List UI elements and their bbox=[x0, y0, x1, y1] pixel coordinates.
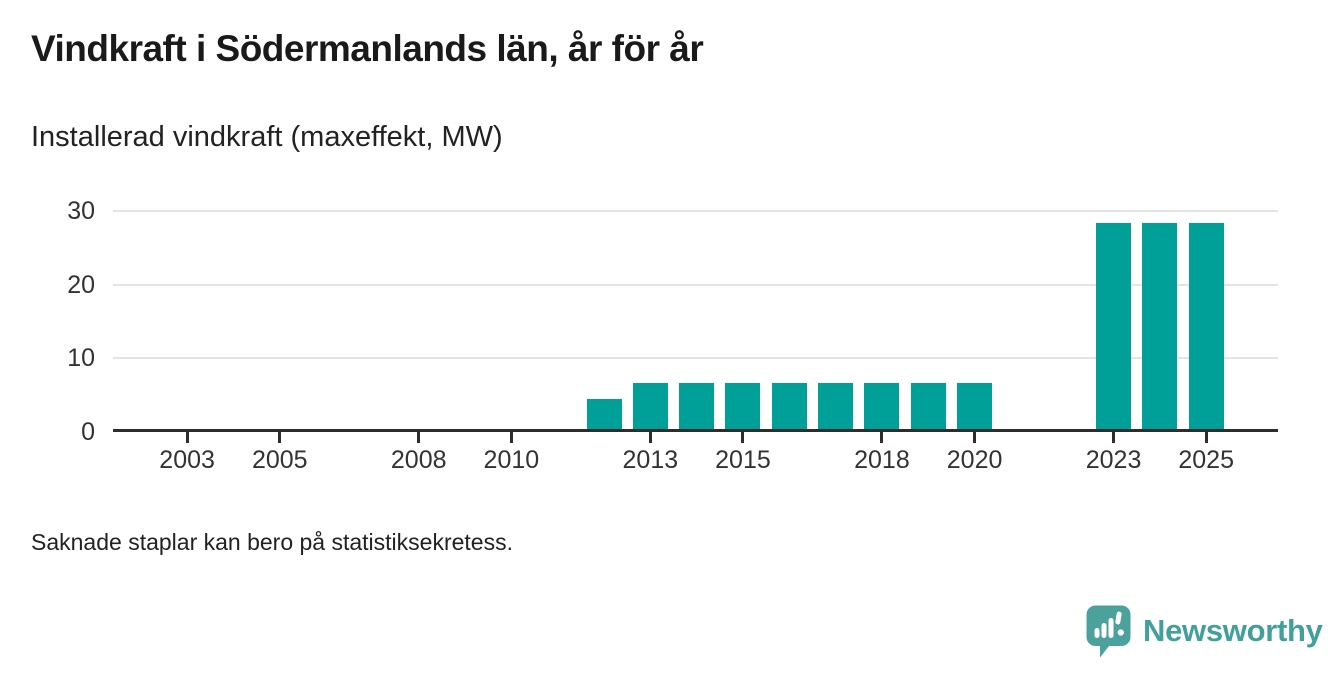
x-axis-label-2020: 2020 bbox=[946, 446, 1003, 474]
x-axis-label-2023: 2023 bbox=[1085, 446, 1142, 474]
bar-2016 bbox=[771, 383, 807, 432]
brand-wordmark: Newsworthy bbox=[1143, 613, 1323, 648]
bar-2024 bbox=[1142, 222, 1178, 432]
x-axis-label-2025: 2025 bbox=[1178, 446, 1234, 474]
bar-2017 bbox=[818, 383, 854, 432]
chart-title: Vindkraft i Södermanlands län, år för år bbox=[31, 28, 704, 69]
x-axis-tick-2005 bbox=[278, 432, 282, 443]
x-axis-tick-2008 bbox=[417, 432, 421, 443]
chart-subtitle: Installerad vindkraft (maxeffekt, MW) bbox=[31, 121, 503, 153]
bar-2013 bbox=[632, 383, 668, 432]
bar-2015 bbox=[725, 383, 761, 432]
bar-2018 bbox=[864, 383, 900, 432]
bar-2014 bbox=[679, 383, 715, 432]
y-axis-label-20: 20 bbox=[67, 270, 95, 299]
x-axis-label-2008: 2008 bbox=[390, 446, 447, 474]
x-axis-tick-2015 bbox=[741, 432, 745, 443]
y-axis-label-30: 30 bbox=[67, 197, 95, 226]
bar-2012 bbox=[586, 398, 622, 432]
x-axis-tick-2020 bbox=[973, 432, 977, 443]
x-axis-tick-2025 bbox=[1204, 432, 1208, 443]
x-axis-label-2010: 2010 bbox=[483, 446, 540, 474]
gridline-10 bbox=[113, 357, 1278, 360]
x-axis-tick-2013 bbox=[648, 432, 652, 443]
bar-2025 bbox=[1188, 222, 1224, 432]
x-axis-tick-2003 bbox=[185, 432, 189, 443]
x-axis-label-2005: 2005 bbox=[251, 446, 308, 474]
bar-2020 bbox=[957, 383, 993, 432]
x-axis-label-2003: 2003 bbox=[159, 446, 215, 474]
bar-2019 bbox=[910, 383, 946, 432]
x-axis-label-2013: 2013 bbox=[622, 446, 679, 474]
y-axis-label-0: 0 bbox=[81, 418, 95, 446]
footnote: Saknade staplar kan bero på statistiksek… bbox=[31, 529, 513, 555]
bar-2023 bbox=[1096, 222, 1132, 432]
x-axis-label-2018: 2018 bbox=[854, 446, 910, 474]
x-axis-tick-2010 bbox=[509, 432, 513, 443]
x-axis-line bbox=[113, 429, 1278, 432]
branding: Newsworthy bbox=[1085, 604, 1323, 658]
gridline-30 bbox=[113, 210, 1278, 213]
x-axis-tick-2018 bbox=[880, 432, 884, 443]
newsworthy-speech-bubble-chart-icon bbox=[1085, 604, 1132, 658]
plot-area: 2003 2005 2008 2010 2013 2015 2018 2020 2023 2025 bbox=[113, 200, 1278, 474]
x-axis-label-2015: 2015 bbox=[715, 446, 771, 474]
x-axis-tick-2023 bbox=[1112, 432, 1116, 443]
gridline-20 bbox=[113, 283, 1278, 286]
y-axis-label-10: 10 bbox=[67, 344, 95, 373]
